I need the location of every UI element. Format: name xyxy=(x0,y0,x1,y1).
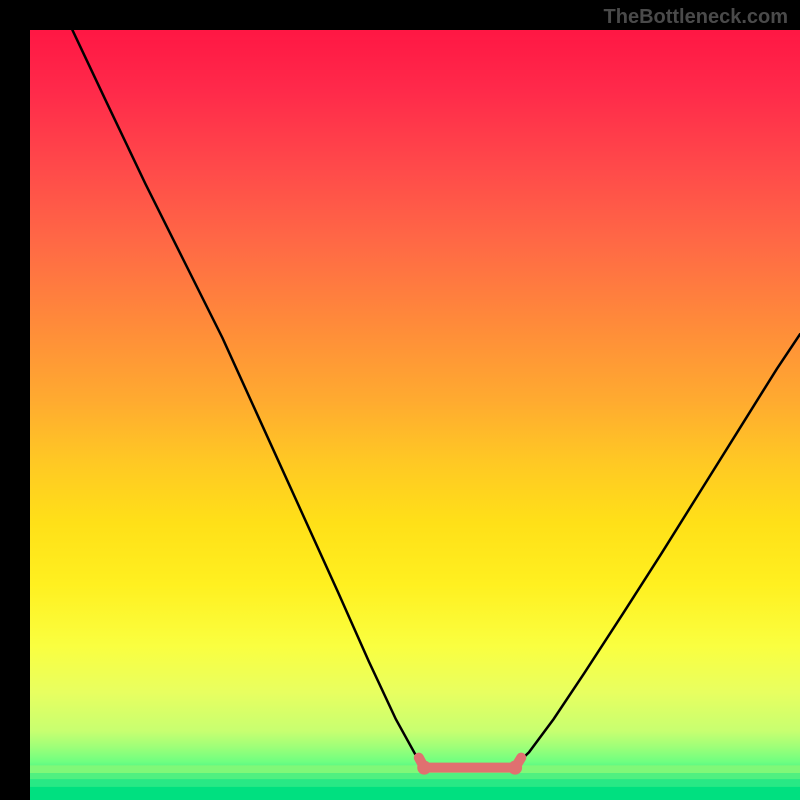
watermark-text: TheBottleneck.com xyxy=(604,6,788,29)
plot-area xyxy=(30,30,800,800)
bottleneck-curve xyxy=(30,30,800,800)
optimal-range-marker xyxy=(417,758,522,775)
